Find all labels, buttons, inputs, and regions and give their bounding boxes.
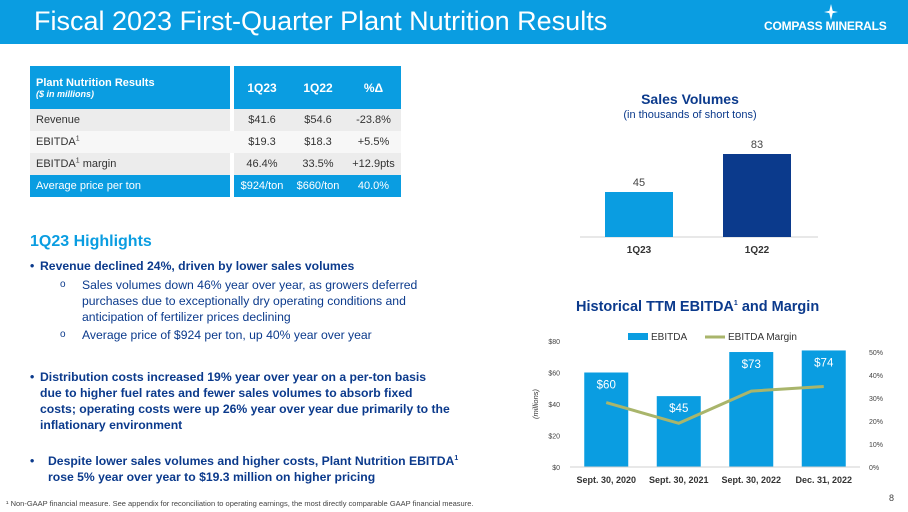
x-tick-label: Sept. 30, 2021 [649,475,709,485]
table-cell: $41.6 [234,109,290,131]
sub-bullet-item: o Sales volumes down 46% year over year,… [60,277,440,325]
bar [584,372,629,467]
y-tick-label: $40 [548,402,560,409]
table-cell: $18.3 [290,131,346,153]
company-logo: COMPASS MINERALS [764,4,900,42]
data-label: $74 [814,357,834,369]
table-cell: 40.0% [346,175,401,197]
row-label: EBITDA1 [30,131,230,153]
sales-chart-title: Sales Volumes [641,91,739,107]
y-axis-label: (millions) [531,388,540,419]
bullet-text: Despite lower sales volumes and higher c… [48,454,459,484]
legend-label: EBITDA [651,332,687,343]
y-tick-label: $60 [548,371,560,378]
row-label: Average price per ton [30,175,230,197]
sales-volume-chart: 45 1Q23 83 1Q22 [580,139,818,256]
x-tick-label: Dec. 31, 2022 [795,475,852,485]
column-header: %Δ [346,66,401,109]
table-gap [230,66,234,109]
table-row: EBITDA1 $19.3 $18.3 +5.5% [30,131,401,153]
x-tick-label: Sept. 30, 2020 [576,475,636,485]
x-tick-label: 1Q23 [627,245,652,256]
footnote: ¹ Non-GAAP financial measure. See append… [6,499,474,508]
table-cell: $54.6 [290,109,346,131]
results-table: Plant Nutrition Results ($ in millions) … [30,66,401,197]
table-gap [230,175,234,197]
row-label: EBITDA1 margin [30,153,230,175]
bullet-dot-icon: • [30,259,35,273]
bar [656,396,701,467]
sub-bullet-item: o Average price of $924 per ton, up 40% … [60,327,440,343]
y2-tick-label: 0% [869,465,879,472]
table-title-cell: Plant Nutrition Results ($ in millions) [30,66,230,109]
y2-tick-label: 10% [869,442,883,449]
bullet-circle-icon: o [60,279,66,290]
column-header: 1Q22 [290,66,346,109]
table-cell: -23.8% [346,109,401,131]
table-cell: +5.5% [346,131,401,153]
bar [723,154,791,237]
table-cell: 46.4% [234,153,290,175]
bar [801,350,846,467]
y2-tick-label: 40% [869,373,883,380]
ebitda-chart-title: Historical TTM EBITDA1 and Margin [576,299,820,315]
table-header-row: Plant Nutrition Results ($ in millions) … [30,66,401,109]
data-label: $60 [597,380,616,392]
data-label: 83 [751,139,763,151]
legend-swatch-ebitda [628,333,648,340]
legend-label: EBITDA Margin [728,332,797,343]
sales-chart-subtitle: (in thousands of short tons) [623,109,757,121]
bullet-item: • Despite lower sales volumes and higher… [30,453,460,485]
table-gap [230,109,234,131]
page-number: 8 [889,493,895,503]
y-tick-label: $0 [552,465,560,472]
data-label: $45 [669,403,688,415]
bullet-item: • Revenue declined 24%, driven by lower … [30,258,460,274]
ebitda-chart: $0 $20 $40 $60 $80 0% 10% 20% 30% 40% 50% (millions… [531,332,883,485]
x-tick-label: Sept. 30, 2022 [721,475,781,485]
bullet-text: Revenue declined 24%, driven by lower sa… [40,259,355,273]
compass-star-icon [824,4,838,20]
table-cell: $660/ton [290,175,346,197]
table-cell: $19.3 [234,131,290,153]
table-row: Revenue $41.6 $54.6 -23.8% [30,109,401,131]
sub-bullet-text: Average price of $924 per ton, up 40% ye… [82,328,372,342]
table-subtitle: ($ in millions) [36,88,95,99]
bullet-dot-icon: • [30,454,35,468]
bullet-text: Distribution costs increased 19% year ov… [40,370,450,432]
row-label: Revenue [30,109,230,131]
table-row: EBITDA1 margin 46.4% 33.5% +12.9pts [30,153,401,175]
logo-text: COMPASS MINERALS [764,19,887,33]
sub-bullet-text: Sales volumes down 46% year over year, a… [82,278,418,324]
highlights-title: 1Q23 Highlights [30,233,152,250]
table-gap [230,153,234,175]
bullet-item: • Distribution costs increased 19% year … [30,369,450,433]
table-row-highlighted: Average price per ton $924/ton $660/ton … [30,175,401,197]
margin-line [605,385,824,425]
bar [605,192,673,237]
x-tick-label: 1Q22 [745,245,770,256]
table-cell: +12.9pts [346,153,401,175]
page-title: Fiscal 2023 First-Quarter Plant Nutritio… [34,6,608,36]
bar [729,352,774,467]
y-tick-label: $80 [548,339,560,346]
y2-tick-label: 20% [869,419,883,426]
table-gap [230,131,234,153]
table-cell: $924/ton [234,175,290,197]
data-label: $73 [742,359,761,371]
bullet-dot-icon: • [30,370,35,384]
table-title: Plant Nutrition Results [36,76,155,89]
y-tick-label: $20 [548,434,560,441]
bullet-circle-icon: o [60,329,66,340]
header-bar: Fiscal 2023 First-Quarter Plant Nutritio… [0,0,908,44]
y2-tick-label: 30% [869,396,883,403]
y2-tick-label: 50% [869,350,883,357]
table-cell: 33.5% [290,153,346,175]
data-label: 45 [633,177,645,189]
column-header: 1Q23 [234,66,290,109]
